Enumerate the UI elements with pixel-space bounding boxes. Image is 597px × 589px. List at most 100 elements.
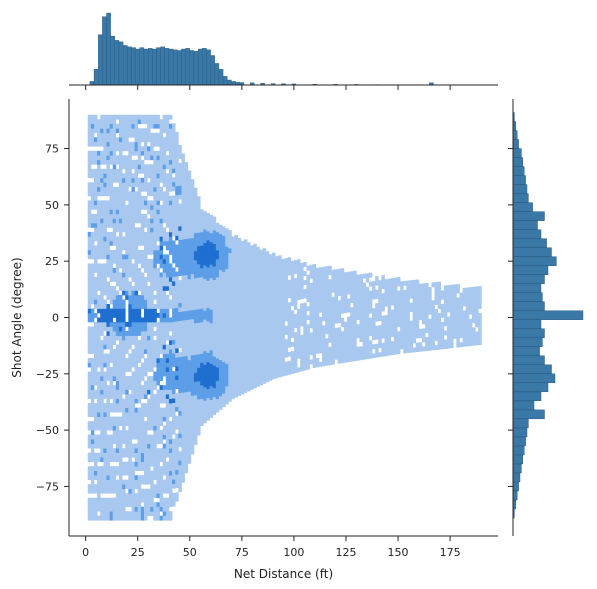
- heatmap-cell: [421, 305, 426, 311]
- heatmap-cell: [112, 177, 117, 183]
- heatmap-cell: [278, 291, 282, 297]
- heatmap-cell: [190, 435, 195, 441]
- heatmap-cell: [159, 141, 164, 147]
- marginal-y-bar: [512, 310, 584, 320]
- heatmap-cell: [450, 343, 454, 349]
- heatmap-cell: [172, 199, 176, 205]
- heatmap-cell: [122, 281, 126, 287]
- heatmap-cell: [103, 213, 107, 219]
- heatmap-cell: [112, 502, 117, 508]
- heatmap-cell: [128, 475, 132, 481]
- heatmap-cell: [100, 186, 104, 192]
- heatmap-cell: [212, 288, 217, 294]
- heatmap-cell: [231, 367, 235, 372]
- heatmap-cell: [231, 317, 235, 323]
- heatmap-cell: [106, 340, 110, 345]
- marginal-y-bar: [512, 337, 543, 347]
- heatmap-cell: [172, 353, 176, 358]
- heatmap-cell: [256, 251, 260, 257]
- heatmap-cell: [322, 311, 326, 317]
- heatmap-cell: [106, 191, 110, 197]
- heatmap-cell: [278, 273, 282, 279]
- heatmap-cell: [428, 327, 432, 333]
- heatmap-cell: [165, 385, 170, 390]
- heatmap-cell: [150, 326, 154, 332]
- heatmap-cell: [475, 308, 479, 314]
- heatmap-cell: [100, 222, 104, 228]
- heatmap-cell: [115, 358, 120, 363]
- heatmap-cell: [137, 389, 142, 395]
- heatmap-cell: [471, 309, 476, 315]
- heatmap-cell: [90, 195, 95, 201]
- heatmap-cell: [465, 332, 470, 338]
- heatmap-cell: [140, 466, 145, 472]
- heatmap-cell: [172, 384, 176, 390]
- heatmap-cell: [106, 371, 110, 377]
- marginal-y-bar: [512, 238, 547, 248]
- heatmap-cell: [265, 341, 270, 347]
- heatmap-cell: [287, 329, 292, 335]
- heatmap-cell: [147, 358, 151, 363]
- heatmap-cell: [193, 354, 198, 360]
- heatmap-cell: [122, 128, 126, 134]
- heatmap-cell: [103, 204, 107, 210]
- heatmap-cell: [240, 285, 245, 291]
- heatmap-cell: [109, 344, 114, 350]
- heatmap-cell: [90, 168, 95, 174]
- heatmap-cell: [240, 357, 245, 363]
- heatmap-cell: [140, 421, 145, 426]
- heatmap-cell: [103, 475, 107, 481]
- heatmap-cell: [222, 262, 226, 268]
- heatmap-cell: [247, 291, 251, 297]
- heatmap-cell: [122, 335, 126, 341]
- heatmap-cell: [203, 350, 207, 356]
- heatmap-cell: [134, 394, 139, 399]
- heatmap-cell: [209, 300, 214, 306]
- heatmap-cell: [168, 222, 173, 228]
- heatmap-cell: [122, 209, 126, 215]
- heatmap-cell: [200, 371, 204, 377]
- heatmap-cell: [118, 434, 123, 440]
- heatmap-cell: [356, 292, 360, 298]
- heatmap-cell: [115, 448, 120, 454]
- heatmap-cell: [103, 470, 107, 476]
- heatmap-cell: [350, 307, 354, 313]
- heatmap-cell: [334, 336, 338, 342]
- heatmap-cell: [262, 270, 267, 276]
- heatmap-cell: [206, 298, 210, 304]
- heatmap-cell: [143, 389, 148, 395]
- heatmap-cell: [100, 502, 104, 508]
- heatmap-cell: [140, 276, 145, 282]
- heatmap-cell: [109, 407, 114, 413]
- heatmap-cell: [184, 256, 189, 262]
- heatmap-cell: [421, 319, 426, 325]
- heatmap-cell: [368, 295, 373, 301]
- heatmap-cell: [450, 284, 454, 290]
- heatmap-cell: [212, 342, 217, 348]
- heatmap-cell: [428, 341, 432, 347]
- heatmap-cell: [225, 318, 229, 324]
- heatmap-cell: [172, 127, 176, 133]
- heatmap-cell: [275, 368, 279, 374]
- heatmap-cell: [109, 466, 114, 472]
- heatmap-cell: [143, 128, 148, 134]
- heatmap-cell: [125, 443, 129, 449]
- heatmap-cell: [156, 137, 160, 143]
- heatmap-cell: [87, 412, 92, 417]
- heatmap-cell: [275, 265, 279, 270]
- heatmap-cell: [109, 475, 114, 481]
- heatmap-cell: [290, 328, 295, 334]
- heatmap-cell: [212, 374, 217, 380]
- heatmap-cell: [190, 422, 195, 428]
- heatmap-cell: [100, 177, 104, 183]
- heatmap-cell: [93, 213, 98, 219]
- heatmap-cell: [328, 346, 332, 352]
- heatmap-cell: [115, 155, 120, 161]
- heatmap-cell: [97, 457, 101, 463]
- heatmap-cell: [100, 403, 104, 408]
- heatmap-cell: [425, 310, 429, 315]
- heatmap-cell: [215, 326, 220, 332]
- heatmap-cell: [131, 322, 135, 327]
- heatmap-cell: [312, 327, 317, 332]
- heatmap-cell: [134, 132, 139, 138]
